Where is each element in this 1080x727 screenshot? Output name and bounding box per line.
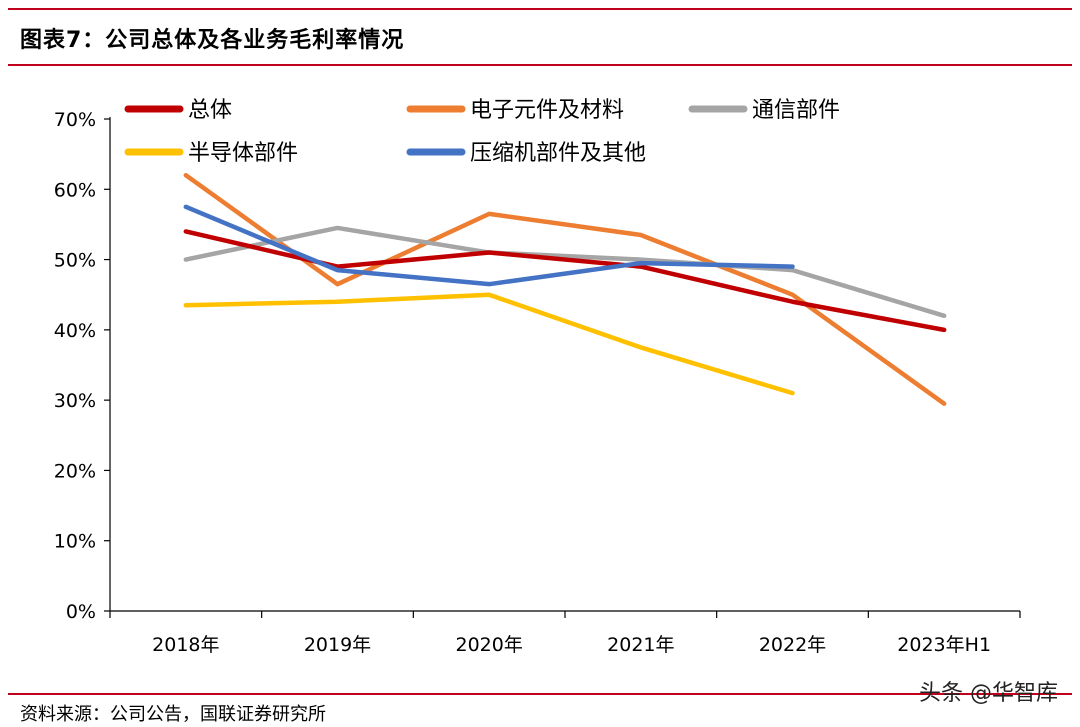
y-tick-label: 60% xyxy=(54,179,96,201)
y-tick-label: 20% xyxy=(54,460,96,482)
chart-axes: 0% 10% 20% 30% 40% 50% 60% 70% 2018年 2019年 2020年 20… xyxy=(54,109,1021,656)
x-tick-label: 2022年 xyxy=(759,634,826,656)
legend-label: 电子元件及材料 xyxy=(470,98,624,123)
top-rule xyxy=(8,8,1072,10)
x-tick-label: 2021年 xyxy=(607,634,674,656)
source-note: 资料来源：公司公告，国联证券研究所 xyxy=(20,704,326,725)
title-rule xyxy=(8,64,1072,66)
x-tick-label: 2020年 xyxy=(455,634,522,656)
series-line xyxy=(183,172,947,406)
chart-title: 图表7：公司总体及各业务毛利率情况 xyxy=(20,28,405,53)
y-tick-label: 30% xyxy=(54,390,96,412)
chart-series xyxy=(183,172,947,406)
legend-label: 通信部件 xyxy=(752,98,840,123)
legend-label: 总体 xyxy=(188,98,232,123)
watermark-text: 头条 @华智库 xyxy=(919,681,1058,706)
y-tick-label: 10% xyxy=(54,531,96,553)
legend-label: 压缩机部件及其他 xyxy=(470,141,646,166)
series-line xyxy=(183,292,795,396)
x-tick-label: 2019年 xyxy=(304,634,371,656)
y-tick-label: 70% xyxy=(54,109,96,131)
y-tick-label: 0% xyxy=(66,601,96,623)
series-line xyxy=(183,204,795,287)
bottom-rule xyxy=(8,693,1072,695)
x-tick-label: 2023年H1 xyxy=(897,634,991,656)
legend-label: 半导体部件 xyxy=(188,141,298,166)
y-tick-label: 50% xyxy=(54,250,96,272)
x-tick-label: 2018年 xyxy=(152,634,219,656)
y-tick-label: 40% xyxy=(54,320,96,342)
series-line xyxy=(183,225,947,319)
